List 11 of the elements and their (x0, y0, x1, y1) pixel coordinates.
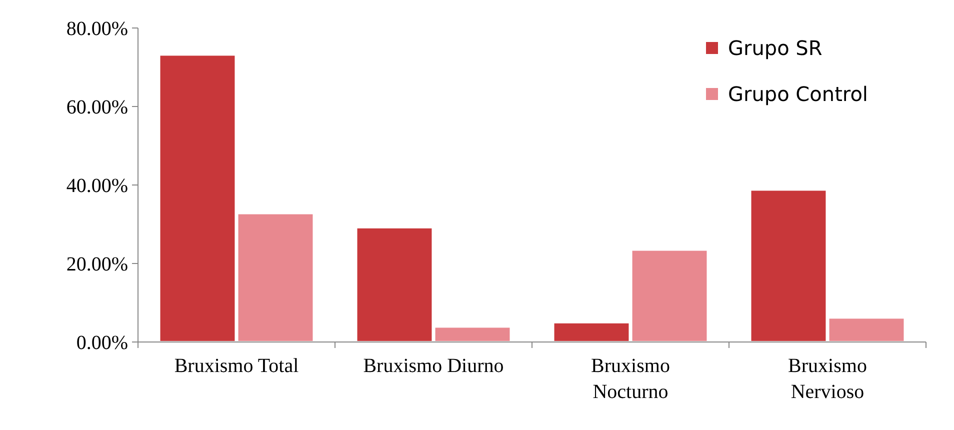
y-tick-label: 0.00% (76, 332, 128, 354)
y-tick-label: 20.00% (66, 254, 128, 276)
x-tick-label: Bruxismo Diurno (363, 355, 504, 377)
y-tick-label: 60.00% (66, 96, 128, 118)
x-tick-label: Bruxismo Nervioso (788, 355, 867, 403)
y-tick-label: 40.00% (66, 175, 128, 197)
y-tick-label: 80.00% (66, 18, 128, 40)
x-tick-label: Bruxismo Total (174, 355, 300, 377)
x-tick-label: Bruxismo Nocturno (591, 355, 670, 403)
legend-label: Grupo SR (728, 36, 822, 60)
legend-label: Grupo Control (728, 82, 868, 106)
